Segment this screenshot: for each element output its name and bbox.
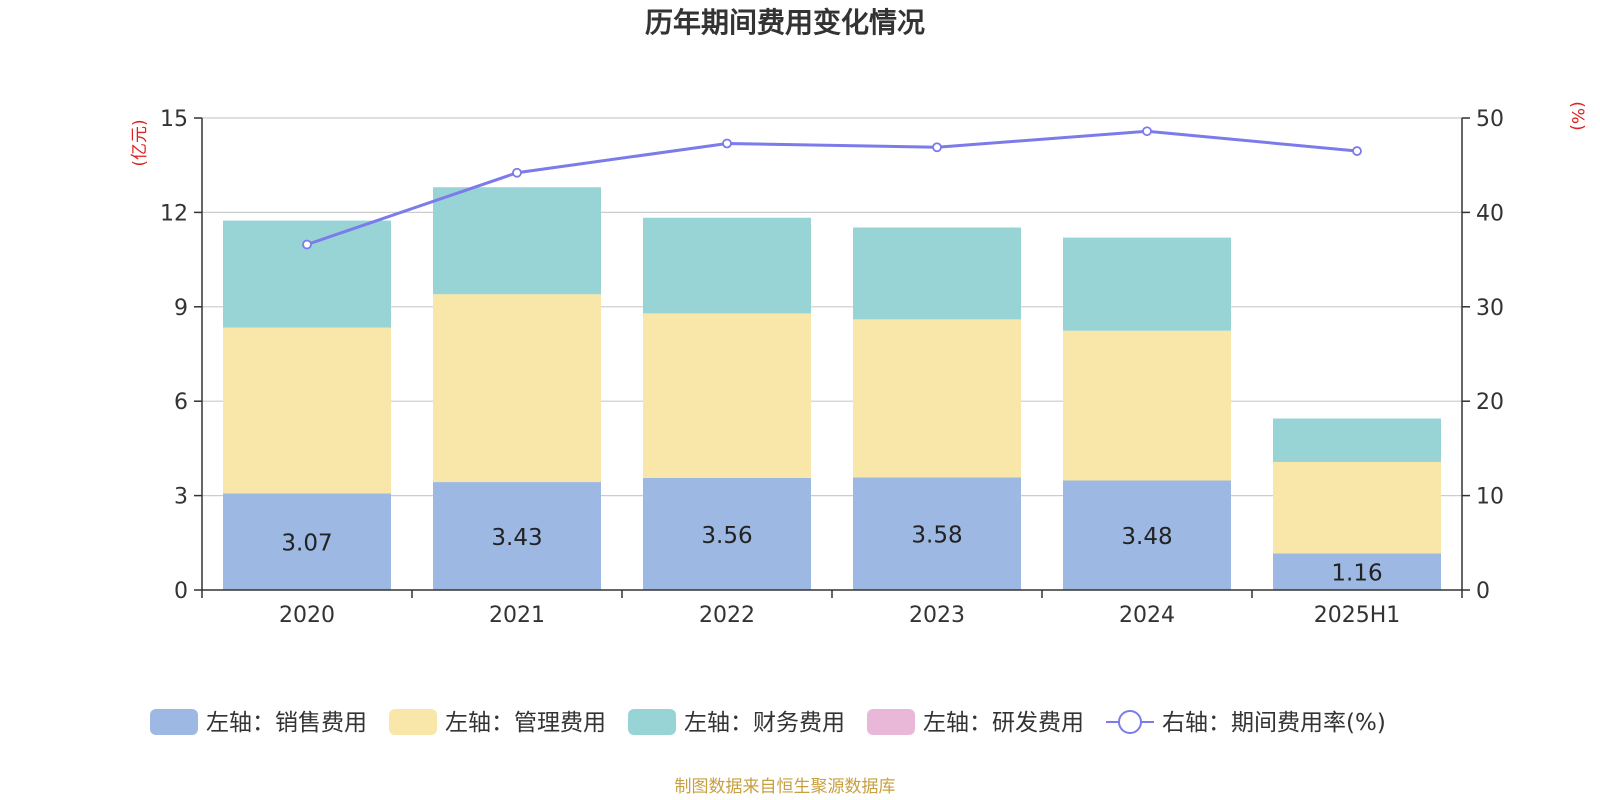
legend-swatch <box>628 709 676 735</box>
category-label: 2024 <box>1119 603 1175 628</box>
chart-title: 历年期间费用变化情况 <box>645 6 925 39</box>
bar-value-label: 3.07 <box>281 531 332 557</box>
category-label: 2023 <box>909 603 965 628</box>
bar-2020-series-1 <box>223 327 391 494</box>
bar-2025H1-series-1 <box>1273 461 1441 554</box>
legend-swatch <box>150 709 198 735</box>
legend-label: 左轴：销售费用 <box>206 710 367 736</box>
left-tick-label: 12 <box>160 201 188 226</box>
legend: 左轴：销售费用 左轴：管理费用 左轴：财务费用 左轴：研发费用 右轴：期间费用率(%) <box>150 709 1386 736</box>
bars <box>223 187 1441 590</box>
source-note: 制图数据来自恒生聚源数据库 <box>675 777 896 797</box>
bar-2023-series-0 <box>853 477 1021 590</box>
bar-value-label: 3.58 <box>911 523 962 549</box>
axes: 0 3 6 9 12 15 0 10 20 30 40 50 2020 2021 2022 2023 2024 2… <box>160 107 1504 628</box>
bar-2025H1-series-2 <box>1273 418 1441 462</box>
bar-2022-series-2 <box>643 217 811 314</box>
bar-2024-series-2 <box>1063 237 1231 331</box>
bar-value-label: 3.48 <box>1121 524 1172 550</box>
category-label: 2022 <box>699 603 755 628</box>
rate-line <box>302 126 1362 250</box>
bar-2020-series-0 <box>223 493 391 590</box>
legend-item[interactable]: 右轴：期间费用率(%) <box>1106 710 1386 736</box>
grid <box>202 117 1462 497</box>
legend-item[interactable]: 左轴：管理费用 <box>389 709 606 736</box>
bar-2025H1-series-0 <box>1273 553 1441 590</box>
legend-label: 左轴：管理费用 <box>445 710 606 736</box>
bar-2021-series-0 <box>433 482 601 590</box>
legend-swatch <box>389 709 437 735</box>
rate-point <box>722 138 732 149</box>
bar-2020-series-2 <box>223 220 391 328</box>
legend-marker <box>1118 710 1142 734</box>
right-tick-label: 0 <box>1476 579 1490 604</box>
legend-item[interactable]: 左轴：研发费用 <box>867 709 1084 736</box>
bar-2022-series-0 <box>643 477 811 590</box>
bar-2021-series-1 <box>433 294 601 483</box>
category-label: 2020 <box>279 603 335 628</box>
rate-point <box>512 167 522 178</box>
rate-point <box>1352 146 1362 156</box>
left-tick-label: 3 <box>174 485 188 510</box>
right-tick-label: 20 <box>1476 390 1504 415</box>
legend-label: 左轴：财务费用 <box>684 710 845 736</box>
legend-item[interactable]: 左轴：财务费用 <box>628 709 845 736</box>
right-tick-label: 30 <box>1476 296 1504 321</box>
data-labels: 3.07 3.43 3.56 3.58 3.48 1.16 <box>281 523 1382 587</box>
bar-value-label: 3.56 <box>701 523 752 549</box>
left-axis-unit: (亿元) <box>130 119 150 166</box>
legend-label: 右轴：期间费用率(%) <box>1162 710 1386 736</box>
left-tick-label: 9 <box>174 296 188 321</box>
bar-2022-series-1 <box>643 313 811 478</box>
rate-point <box>1142 126 1152 137</box>
right-tick-label: 40 <box>1476 201 1504 226</box>
rate-point <box>932 142 942 153</box>
legend-swatch <box>867 709 915 735</box>
legend-item[interactable]: 左轴：销售费用 <box>150 709 367 736</box>
rate-line-path <box>306 129 1358 246</box>
bar-2023-series-1 <box>853 319 1021 478</box>
left-tick-label: 0 <box>174 579 188 604</box>
bar-2024-series-1 <box>1063 330 1231 481</box>
legend-label: 左轴：研发费用 <box>923 710 1084 736</box>
bar-2021-series-2 <box>433 187 601 295</box>
right-tick-label: 50 <box>1476 107 1504 132</box>
rate-point <box>302 239 312 250</box>
bar-value-label: 3.43 <box>491 525 542 551</box>
right-axis-unit: (%) <box>1567 101 1587 130</box>
bar-2024-series-0 <box>1063 480 1231 590</box>
category-label: 2021 <box>489 603 545 628</box>
category-label: 2025H1 <box>1314 603 1401 628</box>
right-tick-label: 10 <box>1476 485 1504 510</box>
bar-value-label: 1.16 <box>1331 561 1382 587</box>
left-tick-label: 15 <box>160 107 188 132</box>
left-tick-label: 6 <box>174 390 188 415</box>
bar-2023-series-2 <box>853 227 1021 320</box>
